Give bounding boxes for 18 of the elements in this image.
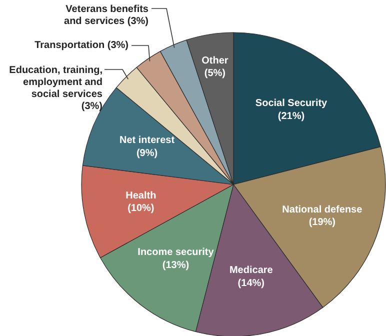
slice-label: Education, training, employment and social services: [9, 64, 103, 100]
data-label: (19%): [308, 217, 336, 228]
data-label: (21%): [278, 110, 305, 122]
slice-label: Income security: [138, 247, 214, 258]
slice-label: Net interest: [120, 135, 176, 146]
slice-label: Veterans benefits and services (3%): [64, 4, 149, 28]
data-label: (9%): [136, 148, 158, 159]
slice-label: Medicare: [229, 265, 274, 276]
data-label: (5%): [204, 68, 226, 80]
slice-label: Other: [202, 56, 228, 67]
data-label: (13%): [162, 260, 190, 271]
data-label: (14%): [238, 278, 265, 289]
slice-label: Social Security: [255, 98, 328, 110]
slice-label: National defense: [282, 204, 363, 216]
slice-label: Health: [126, 190, 156, 202]
slice-label: Transportation (3%): [34, 40, 129, 51]
data-label: (3%): [81, 101, 103, 112]
data-label: (10%): [128, 202, 154, 214]
